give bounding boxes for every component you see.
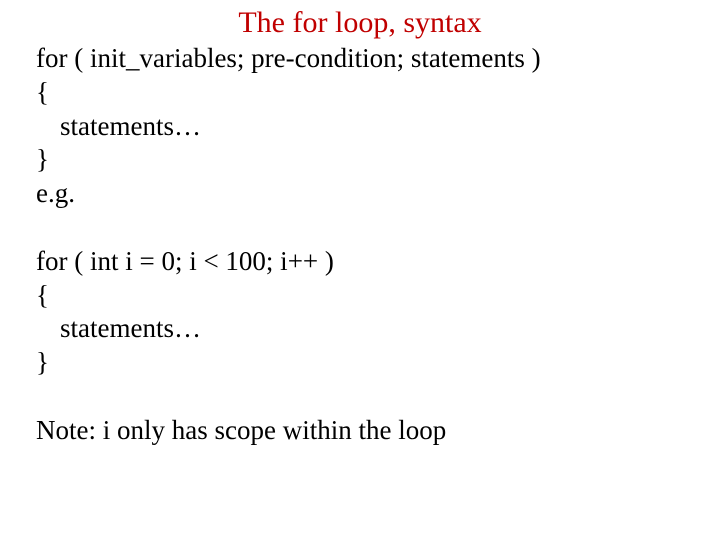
code-line: } (36, 143, 684, 177)
code-line: for ( int i = 0; i < 100; i++ ) (36, 245, 684, 279)
code-line: statements… (36, 312, 684, 346)
slide-body: for ( init_variables; pre-condition; sta… (36, 42, 684, 448)
code-line: e.g. (36, 177, 684, 211)
blank-line (36, 211, 684, 245)
code-line: } (36, 346, 684, 380)
code-line: statements… (36, 110, 684, 144)
slide: The for loop, syntax for ( init_variable… (0, 0, 720, 540)
note-line: Note: i only has scope within the loop (36, 414, 684, 448)
code-line: for ( init_variables; pre-condition; sta… (36, 42, 684, 76)
slide-title: The for loop, syntax (36, 6, 684, 40)
code-line: { (36, 76, 684, 110)
code-line: { (36, 279, 684, 313)
blank-line (36, 380, 684, 414)
